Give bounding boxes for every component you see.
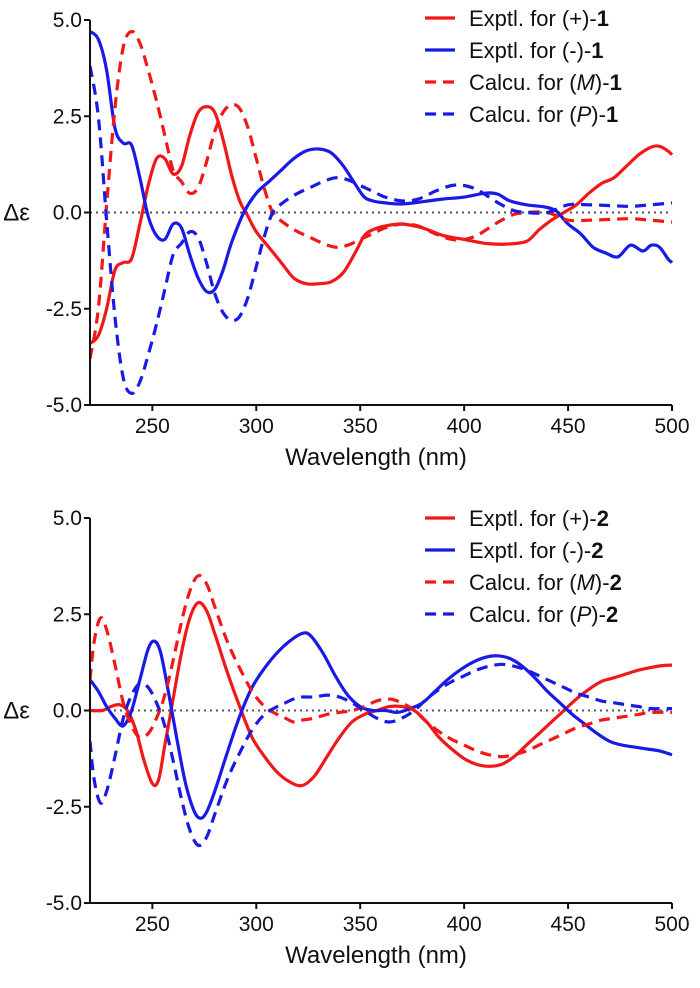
x-tick-label: 250	[135, 415, 170, 438]
x-tick-label: 350	[343, 415, 378, 438]
x-axis-title: Wavelength (nm)	[285, 942, 467, 969]
legend-entry: Exptl. for (-)-2	[469, 538, 603, 563]
y-tick-label: -2.5	[46, 796, 82, 819]
series-line-3	[90, 29, 673, 360]
legend: Exptl. for (+)-2 Exptl. for (-)-2 Calcu. f…	[425, 506, 622, 627]
series-line-4	[90, 65, 673, 396]
y-tick-label: 2.5	[53, 105, 82, 128]
legend-entry: Exptl. for (-)-1	[469, 38, 603, 63]
x-tick-label: 250	[135, 913, 170, 936]
series-line-1	[90, 105, 674, 345]
x-axis-title: Wavelength (nm)	[285, 444, 467, 471]
x-tick-label: 300	[239, 415, 274, 438]
series-group	[90, 29, 674, 396]
y-tick-label: -5.0	[46, 394, 82, 417]
series-line-2	[90, 631, 673, 820]
y-axis-title: Δε	[3, 698, 30, 725]
x-tick-label: 500	[654, 913, 689, 936]
chart-panel-top: 5.0 2.5 0.0 -2.5 -5.0 250 300 350 400 450 500 Wavel…	[3, 6, 689, 471]
series-line-1	[90, 600, 673, 788]
y-axis-title: Δε	[3, 200, 30, 227]
legend-entry: Calcu. for (M)-1	[469, 70, 622, 95]
y-tick-label: -2.5	[46, 298, 82, 321]
series-line-3	[90, 573, 673, 759]
x-tick-label: 400	[447, 415, 482, 438]
x-tick-label: 350	[343, 913, 378, 936]
series-line-4	[90, 662, 673, 848]
chart-panel-bottom: 5.0 2.5 0.0 -2.5 -5.0 250 300 350 400 450 500 Wavel…	[3, 506, 689, 969]
legend-entry: Calcu. for (P)-1	[469, 102, 618, 127]
legend-entry: Calcu. for (P)-2	[469, 602, 618, 627]
x-tick-label: 450	[551, 415, 586, 438]
y-tick-label: 5.0	[53, 507, 82, 530]
y-tick-label: 2.5	[53, 603, 82, 626]
x-tick-label: 500	[654, 415, 689, 438]
legend-entry: Exptl. for (+)-1	[469, 6, 609, 31]
series-group	[90, 573, 673, 848]
y-tick-label: 5.0	[53, 9, 82, 32]
legend-entry: Exptl. for (+)-2	[469, 506, 609, 531]
series-line-2	[90, 30, 674, 295]
legend-entry: Calcu. for (M)-2	[469, 570, 622, 595]
y-tick-label: -5.0	[46, 892, 82, 915]
x-tick-label: 450	[551, 913, 586, 936]
x-tick-label: 400	[447, 913, 482, 936]
y-tick-label: 0.0	[53, 700, 82, 723]
x-tick-label: 300	[239, 913, 274, 936]
y-tick-label: 0.0	[53, 202, 82, 225]
legend: Exptl. for (+)-1 Exptl. for (-)-1 Calcu. f…	[425, 6, 622, 127]
